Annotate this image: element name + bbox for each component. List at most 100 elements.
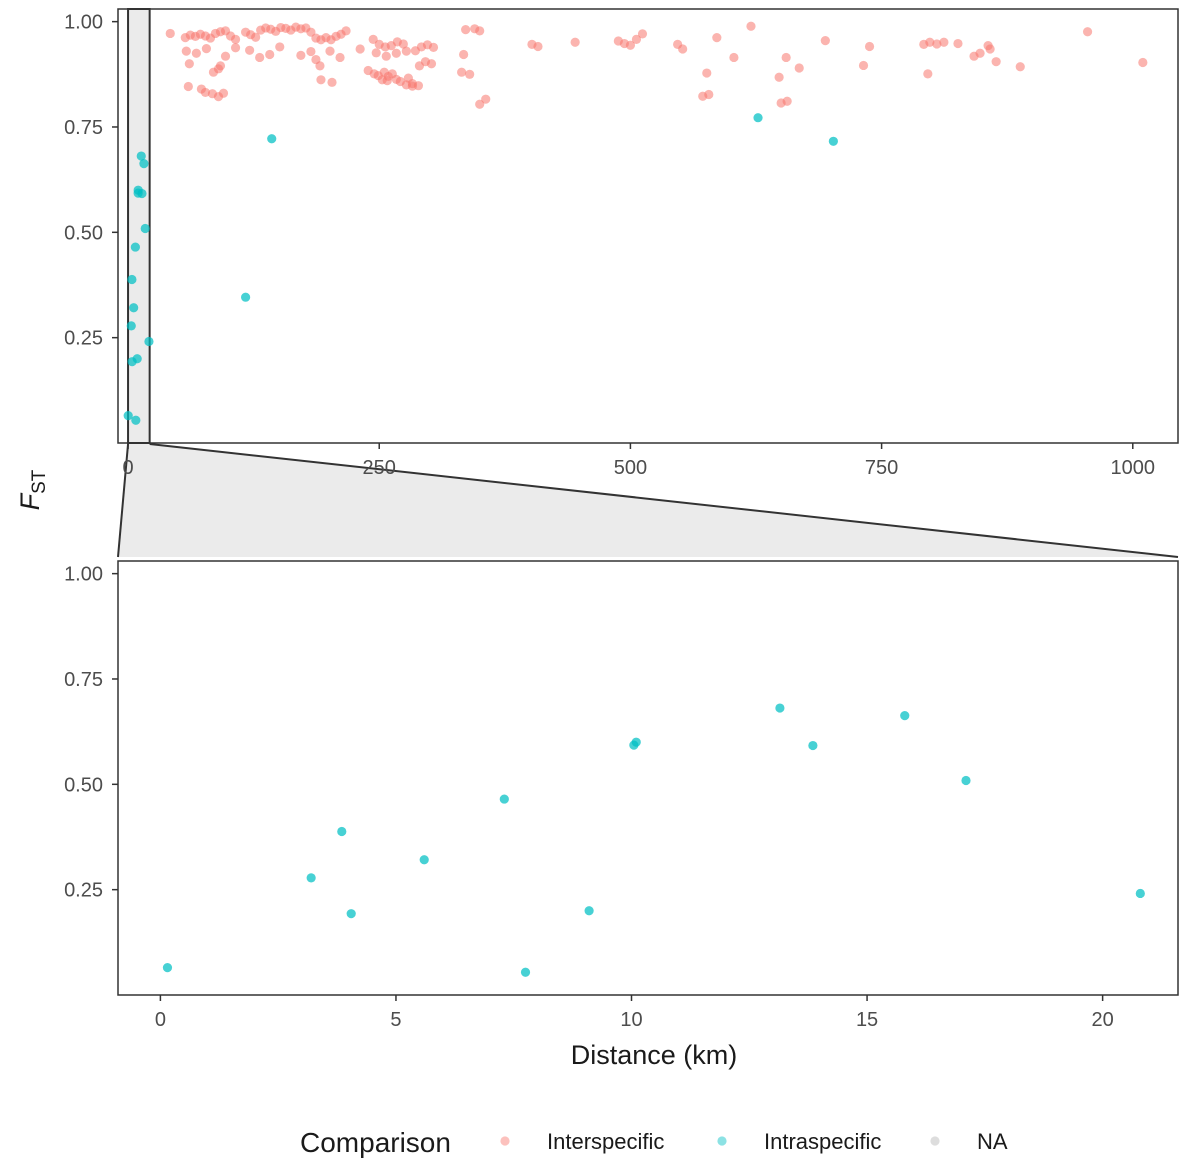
overview-points (123, 21, 1148, 425)
interspecific-point (1082, 27, 1093, 37)
intraspecific-point (123, 411, 133, 421)
interspecific-point (325, 46, 335, 56)
legend-title: Comparison (300, 1127, 451, 1158)
interspecific-point (327, 77, 337, 87)
intraspecific-point (306, 873, 316, 883)
intraspecific-point (631, 737, 641, 747)
intraspecific-point (775, 703, 785, 713)
bottom-y-tick-label: 0.50 (64, 774, 103, 796)
intraspecific-point (131, 415, 141, 425)
interspecific-point (1015, 62, 1025, 72)
interspecific-point (932, 39, 942, 49)
interspecific-point (1138, 57, 1148, 68)
intraspecific-point (1135, 888, 1145, 899)
interspecific-point (184, 59, 194, 69)
intraspecific-point (419, 855, 429, 865)
intraspecific-point (136, 151, 146, 161)
interspecific-point (782, 96, 792, 106)
interspecific-point (729, 52, 739, 63)
zoomed-points (162, 703, 1145, 977)
interspecific-point (245, 45, 255, 55)
intraspecific-point (132, 354, 142, 364)
interspecific-point (925, 37, 935, 47)
interspecific-point (316, 75, 326, 85)
legend-items: Interspecific Intraspecific NA (500, 1129, 1008, 1154)
top-x-tick-label: 500 (614, 457, 647, 479)
intraspecific-point (753, 113, 763, 123)
intraspecific-point (900, 711, 910, 721)
legend-key-na (930, 1136, 940, 1146)
interspecific-point (475, 99, 485, 109)
interspecific-point (391, 48, 401, 58)
zoomed-panel-border (117, 560, 1179, 996)
x-axis-title: Distance (km) (571, 1040, 738, 1070)
interspecific-point (637, 29, 648, 39)
zoom-connector-right-edge (149, 443, 1179, 558)
interspecific-point (457, 67, 467, 77)
interspecific-point (746, 21, 756, 31)
interspecific-point (864, 41, 875, 52)
interspecific-point (306, 46, 316, 57)
interspecific-point (407, 81, 417, 91)
y-axis-title-subscript: ST (29, 469, 50, 494)
bottom-x-tick-label: 15 (856, 1009, 878, 1031)
interspecific-point (625, 40, 636, 50)
intraspecific-point (129, 303, 139, 313)
interspecific-point (315, 61, 325, 71)
y-axis-title-main: F (15, 492, 45, 510)
interspecific-point (953, 38, 963, 49)
intraspecific-point (499, 794, 509, 804)
interspecific-point (382, 76, 392, 86)
interspecific-point (218, 88, 229, 98)
interspecific-point (939, 37, 949, 47)
top-x-tick-label: 750 (865, 457, 898, 479)
overview-panel: 0 250 500 750 1000 0.25 0.50 0.75 1.00 (64, 8, 1179, 479)
interspecific-point (678, 44, 688, 54)
overview-y-axis: 0.25 0.50 0.75 1.00 (64, 12, 118, 350)
interspecific-point (265, 49, 275, 60)
interspecific-point (774, 72, 784, 82)
intraspecific-point (584, 906, 594, 916)
interspecific-point (213, 64, 224, 74)
interspecific-point (255, 52, 265, 63)
zoomed-y-axis: 0.25 0.50 0.75 1.00 (64, 564, 118, 902)
overview-panel-background (118, 9, 1178, 443)
interspecific-point (183, 81, 193, 92)
intraspecific-point (139, 159, 149, 169)
bottom-y-tick-label: 0.25 (64, 880, 103, 902)
interspecific-point (200, 87, 211, 98)
interspecific-point (428, 42, 439, 52)
intraspecific-point (162, 963, 173, 973)
interspecific-point (368, 34, 378, 44)
bottom-x-tick-label: 10 (620, 1009, 642, 1031)
y-axis-title: FST (15, 469, 50, 510)
intraspecific-point (346, 909, 356, 919)
intraspecific-point (808, 740, 818, 751)
interspecific-point (165, 28, 175, 39)
interspecific-point (781, 52, 791, 63)
legend-key-intraspecific (717, 1136, 727, 1146)
top-x-tick-label: 1000 (1111, 457, 1156, 479)
interspecific-point (275, 42, 285, 52)
interspecific-point (181, 46, 191, 56)
interspecific-point (465, 69, 475, 79)
legend: Comparison Interspecific Intraspecific NA (300, 1127, 1008, 1158)
intraspecific-point (126, 321, 136, 331)
top-y-tick-label: 1.00 (64, 12, 103, 34)
top-x-tick-label: 250 (363, 457, 396, 479)
interspecific-point (820, 36, 830, 46)
intraspecific-point (337, 826, 347, 837)
intraspecific-point (828, 136, 838, 146)
bottom-y-tick-label: 1.00 (64, 564, 103, 586)
intraspecific-point (241, 292, 251, 302)
interspecific-point (702, 68, 712, 78)
top-y-tick-label: 0.25 (64, 328, 103, 350)
interspecific-point (704, 89, 714, 100)
interspecific-point (381, 51, 391, 61)
interspecific-point (355, 44, 365, 54)
interspecific-point (220, 51, 231, 61)
interspecific-point (475, 26, 485, 36)
bottom-x-tick-label: 0 (155, 1009, 166, 1031)
intraspecific-point (144, 336, 154, 347)
top-x-tick-label: 0 (122, 457, 133, 479)
